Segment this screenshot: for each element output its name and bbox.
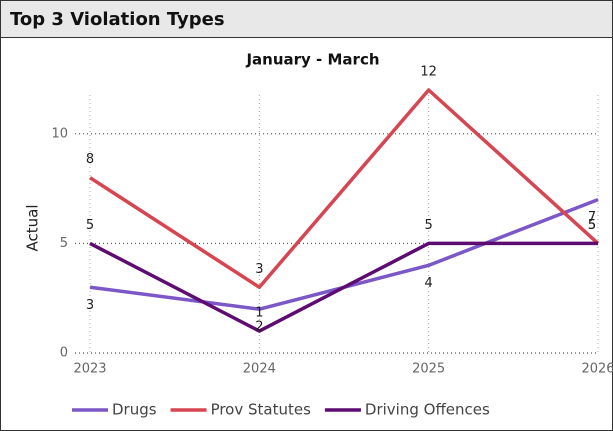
x-tick-label: 2024 — [243, 362, 276, 377]
data-label: 5 — [588, 218, 596, 233]
data-label: 5 — [425, 218, 433, 233]
data-label: 12 — [420, 65, 437, 80]
data-label: 3 — [86, 298, 94, 313]
data-label: 4 — [425, 276, 433, 291]
chart-title: Top 3 Violation Types — [10, 9, 225, 30]
data-label: 1 — [255, 306, 263, 321]
data-label: 5 — [86, 218, 94, 233]
legend-label: Prov Statutes — [211, 401, 312, 419]
y-tick-label: 5 — [60, 236, 68, 251]
y-axis-label: Actual — [24, 205, 42, 252]
series-line — [89, 88, 600, 289]
data-label: 5 — [588, 218, 596, 233]
data-label: 2 — [255, 320, 263, 335]
x-tick-label: 2025 — [412, 362, 445, 377]
data-label: 7 — [588, 210, 596, 225]
y-tick-label: 10 — [51, 126, 68, 141]
series-line — [89, 241, 598, 333]
legend-label: Driving Offences — [365, 401, 490, 419]
y-tick-label: 0 — [60, 346, 68, 361]
x-tick-label: 2026 — [581, 362, 613, 377]
legend-label: Drugs — [112, 401, 157, 419]
data-label: 8 — [86, 152, 94, 167]
header — [0, 0, 613, 38]
x-tick-label: 2023 — [73, 362, 106, 377]
chart-subtitle: January - March — [245, 51, 379, 69]
data-label: 3 — [255, 262, 263, 277]
